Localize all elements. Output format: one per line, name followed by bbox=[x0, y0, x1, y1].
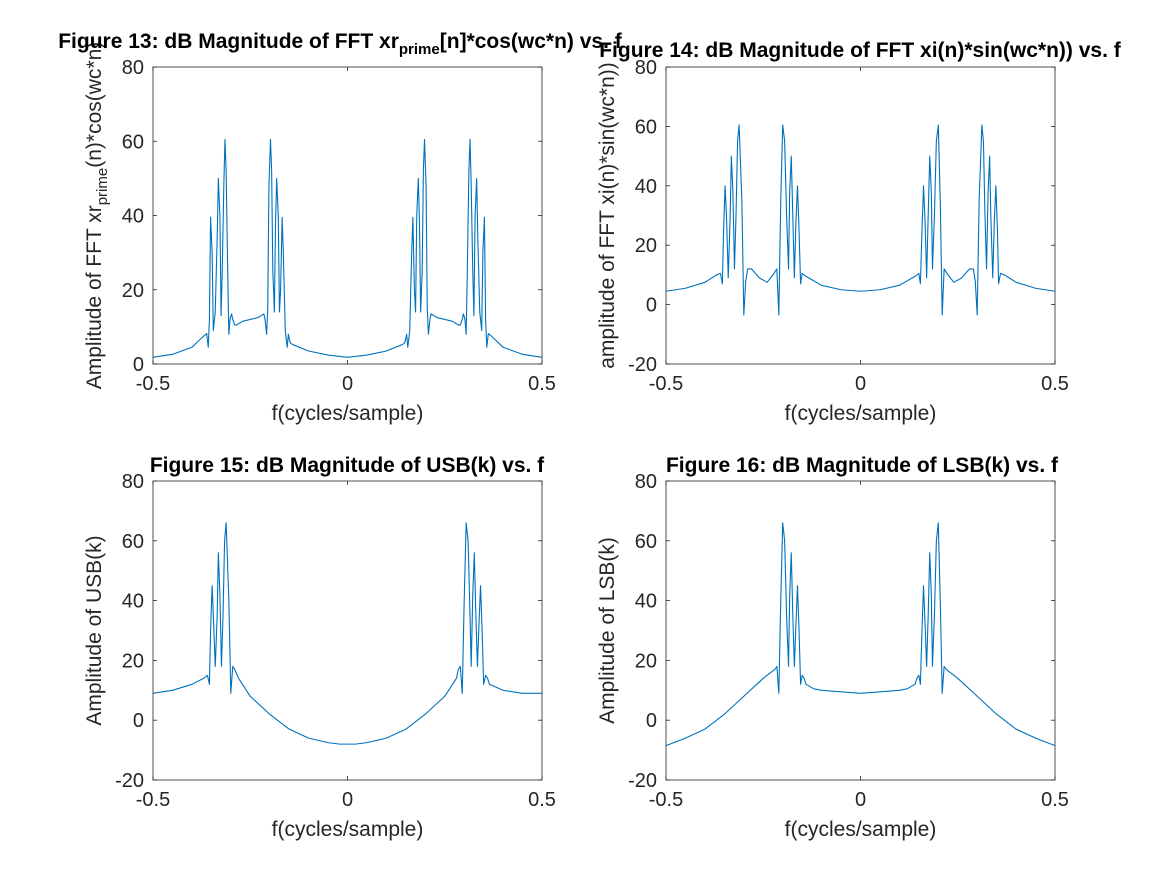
series-line bbox=[665, 522, 1056, 747]
y-tick-label: 0 bbox=[646, 295, 657, 317]
y-tick-label: 20 bbox=[122, 650, 144, 672]
y-tick-label: 60 bbox=[635, 116, 657, 138]
chart-panel-15: -0.5 0 0.5 -20 0 20 40 60 80 f(cycles/sample) Ampl… bbox=[83, 454, 556, 841]
x-axis-label: f(cycles/sample) bbox=[785, 402, 937, 425]
x-tick-label: 0 bbox=[855, 789, 866, 811]
chart-title: Figure 13: dB Magnitude of FFT xrprime[n… bbox=[58, 30, 623, 58]
x-tick-label: -0.5 bbox=[136, 789, 170, 811]
y-tick-label: 0 bbox=[133, 354, 144, 376]
text-segment: (n)*cos(wc*n) bbox=[83, 42, 106, 168]
x-tick-label: 0 bbox=[342, 373, 353, 395]
y-tick-label: 40 bbox=[635, 591, 657, 613]
series-line bbox=[665, 124, 1056, 316]
y-tick-label: 0 bbox=[646, 710, 657, 732]
chart-panel-14: -0.5 0 0.5 -20 0 20 40 60 80 f(cycles/sample) ampl… bbox=[596, 39, 1122, 425]
text-segment: [n]*cos(wc*n) vs. f bbox=[440, 30, 623, 53]
y-tick-label: 60 bbox=[122, 531, 144, 553]
y-tick-label: 20 bbox=[635, 650, 657, 672]
y-tick-label: 80 bbox=[122, 57, 144, 79]
x-axis-label: f(cycles/sample) bbox=[272, 402, 424, 425]
y-tick-label: 80 bbox=[122, 471, 144, 493]
y-tick-label: 40 bbox=[122, 206, 144, 228]
y-tick-label: 60 bbox=[635, 531, 657, 553]
x-axis-label: f(cycles/sample) bbox=[272, 818, 424, 841]
x-tick-label: 0 bbox=[855, 373, 866, 395]
y-tick-label: 20 bbox=[635, 235, 657, 257]
text-segment: Amplitude of FFT xr bbox=[83, 205, 106, 389]
series-line bbox=[152, 138, 543, 358]
y-tick-label: -20 bbox=[628, 770, 657, 792]
y-tick-label: -20 bbox=[628, 354, 657, 376]
chart-title: Figure 15: dB Magnitude of USB(k) vs. f bbox=[150, 454, 545, 477]
x-tick-label: 0 bbox=[342, 789, 353, 811]
x-tick-label: 0.5 bbox=[528, 789, 556, 811]
charts-group: -0.5 0 0.5020406080f(cycles/sample)Amplitu… bbox=[58, 30, 1122, 841]
chart-title: Figure 16: dB Magnitude of LSB(k) vs. f bbox=[666, 454, 1059, 477]
y-tick-label: -20 bbox=[115, 770, 144, 792]
x-tick-label: 0.5 bbox=[1041, 373, 1069, 395]
chart-title: Figure 14: dB Magnitude of FFT xi(n)*sin… bbox=[599, 39, 1122, 62]
y-tick-label: 80 bbox=[635, 471, 657, 493]
y-tick-label: 80 bbox=[635, 57, 657, 79]
x-tick-label: -0.5 bbox=[136, 373, 170, 395]
x-tick-label: 0.5 bbox=[528, 373, 556, 395]
y-tick-label: 0 bbox=[133, 710, 144, 732]
x-axis-label: f(cycles/sample) bbox=[785, 818, 937, 841]
chart-panel-13: -0.5 0 0.5020406080f(cycles/sample)Amplitu… bbox=[58, 30, 623, 425]
text-segment: Figure 13: dB Magnitude of FFT xr bbox=[58, 30, 399, 53]
subscript-text: prime bbox=[94, 168, 111, 206]
chart-panel-16: -0.5 0 0.5 -20 0 20 40 60 80 f(cycles/sample) Ampl… bbox=[596, 454, 1069, 841]
y-tick-label: 20 bbox=[122, 280, 144, 302]
y-axis-label: Amplitude of LSB(k) bbox=[596, 537, 619, 724]
y-tick-label: 60 bbox=[122, 131, 144, 153]
x-tick-label: -0.5 bbox=[649, 373, 683, 395]
y-axis-label: Amplitude of USB(k) bbox=[83, 535, 106, 725]
x-tick-label: -0.5 bbox=[649, 789, 683, 811]
subscript-text: prime bbox=[399, 41, 440, 58]
x-tick-label: 0.5 bbox=[1041, 789, 1069, 811]
y-axis-label: amplitude of FFT xi(n)*sin(wc*n)) bbox=[596, 62, 619, 369]
series-line bbox=[152, 522, 542, 745]
y-axis-label: Amplitude of FFT xrprime(n)*cos(wc*n) bbox=[83, 42, 111, 390]
y-tick-label: 40 bbox=[122, 591, 144, 613]
y-tick-label: 40 bbox=[635, 176, 657, 198]
